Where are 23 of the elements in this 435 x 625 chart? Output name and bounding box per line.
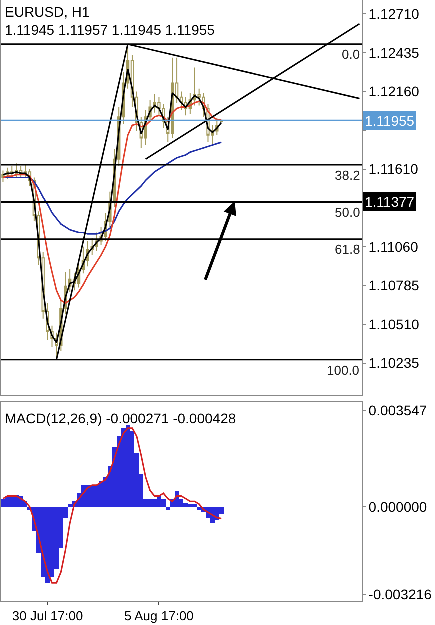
annotation: 38.2: [335, 168, 360, 183]
y-tick-label: 1.11955: [365, 113, 415, 129]
y-tick-label: 1.12435: [368, 44, 420, 61]
annotation: 100.0: [327, 363, 360, 378]
text: MACD(12,26,9) -0.000271 -0.000428: [5, 410, 236, 427]
y-tick-label: 1.12160: [368, 84, 420, 100]
y-tick-label: 1.10235: [368, 355, 420, 372]
chart-title: EURUSD, H1: [5, 4, 90, 20]
y-tick-label: 1.12710: [368, 6, 420, 22]
annotation: 61.8: [335, 242, 360, 257]
x-tick-label: 30 Jul 17:00: [12, 608, 84, 624]
y-tick-label: 0.003547: [368, 402, 428, 419]
annotation: 0.0: [342, 47, 360, 62]
annotation: 50.0: [335, 205, 360, 220]
y-tick-label: 1.10785: [368, 278, 420, 294]
y-tick-label: 0.000000: [368, 498, 428, 515]
y-tick-label: 1.11377: [365, 194, 415, 210]
y-tick-label: -0.003216: [368, 586, 432, 602]
text: 1.11945 1.11957 1.11945 1.11955: [5, 22, 216, 38]
y-tick-label: 1.11610: [368, 161, 419, 178]
y-tick-label: 1.10510: [368, 316, 420, 332]
y-tick-label: 1.11060: [368, 238, 419, 255]
x-tick-label: 5 Aug 17:00: [124, 608, 194, 624]
